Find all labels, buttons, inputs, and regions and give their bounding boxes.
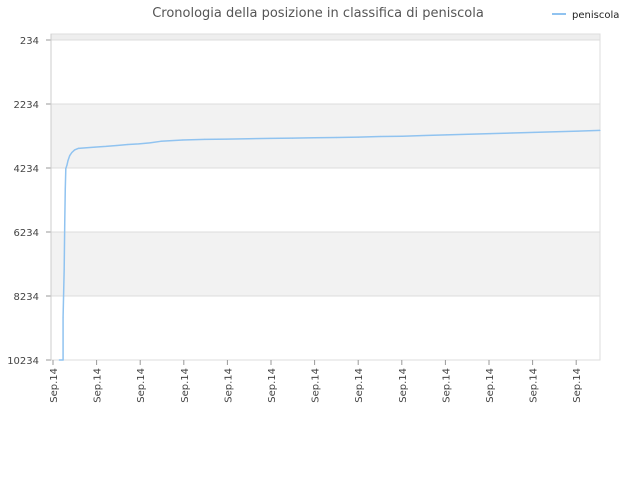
x-tick-label: Sep.14 (267, 368, 278, 403)
x-tick-label: Sep.14 (49, 368, 60, 403)
data-point (116, 144, 118, 147)
data-point (58, 359, 60, 361)
x-tick-label: Sep.14 (398, 368, 409, 403)
data-point (335, 136, 338, 139)
data-point (182, 139, 184, 141)
y-tick-label: 2234 (14, 100, 39, 111)
band (51, 296, 600, 360)
data-point (511, 132, 513, 134)
data-point (533, 131, 535, 133)
data-point (577, 130, 579, 132)
data-point (66, 164, 68, 166)
data-point (248, 138, 250, 140)
data-point (445, 134, 447, 136)
x-tick-label: Sep.14 (529, 368, 540, 403)
x-axis: Sep.14 Sep.14 Sep.14 Sep.14 Sep.14 Sep.14 Sep.… (49, 360, 583, 403)
data-point (379, 135, 381, 138)
band-top (51, 34, 600, 40)
y-tick-label: 6234 (14, 228, 39, 239)
data-point (423, 134, 425, 137)
band (51, 40, 600, 104)
x-tick-label: Sep.14 (311, 368, 322, 403)
y-tick-label: 8234 (14, 292, 39, 303)
y-tick-label: 4234 (14, 164, 39, 175)
data-point (127, 143, 129, 146)
data-point (467, 133, 469, 135)
band (51, 104, 600, 168)
data-point (62, 316, 64, 318)
data-point (149, 142, 151, 144)
data-point (270, 137, 272, 140)
x-tick-label: Sep.14 (572, 368, 583, 403)
data-point (313, 137, 316, 139)
x-tick-label: Sep.14 (441, 368, 452, 403)
plot-background-bands (51, 34, 600, 360)
data-point (71, 151, 73, 154)
x-tick-label: Sep.14 (354, 368, 365, 403)
band (51, 168, 600, 232)
data-point (94, 146, 96, 148)
data-point (599, 129, 601, 132)
x-tick-label: Sep.14 (180, 368, 191, 403)
data-point (65, 167, 67, 170)
data-point (160, 140, 162, 142)
legend[interactable]: peniscola (552, 10, 619, 21)
x-tick-label: Sep.14 (223, 368, 234, 403)
x-tick-label: Sep.14 (136, 368, 147, 403)
band (51, 232, 600, 296)
data-point (204, 138, 206, 140)
data-point (69, 155, 71, 157)
data-point (86, 147, 88, 149)
series-layer (58, 129, 601, 361)
x-tick-label: Sep.14 (485, 368, 496, 403)
data-point (226, 138, 228, 140)
data-point (138, 143, 140, 145)
y-tick-label: 10234 (7, 356, 39, 367)
data-point (555, 131, 557, 133)
data-point (77, 147, 80, 149)
data-point (62, 359, 64, 361)
legend-label: peniscola (572, 10, 619, 21)
data-point (64, 188, 66, 190)
chart-title: Cronologia della posizione in classifica… (152, 6, 484, 21)
data-point (64, 223, 66, 226)
data-point (67, 159, 69, 162)
y-axis: 234 2234 4234 6234 8234 10234 (7, 34, 52, 367)
data-point (357, 136, 360, 138)
y-tick-label: 234 (20, 36, 39, 47)
data-point (105, 145, 107, 148)
data-point (489, 133, 491, 135)
data-point (291, 137, 294, 139)
x-tick-label: Sep.14 (93, 368, 104, 403)
data-point (401, 135, 403, 137)
data-point (63, 268, 65, 270)
data-point (74, 149, 76, 151)
